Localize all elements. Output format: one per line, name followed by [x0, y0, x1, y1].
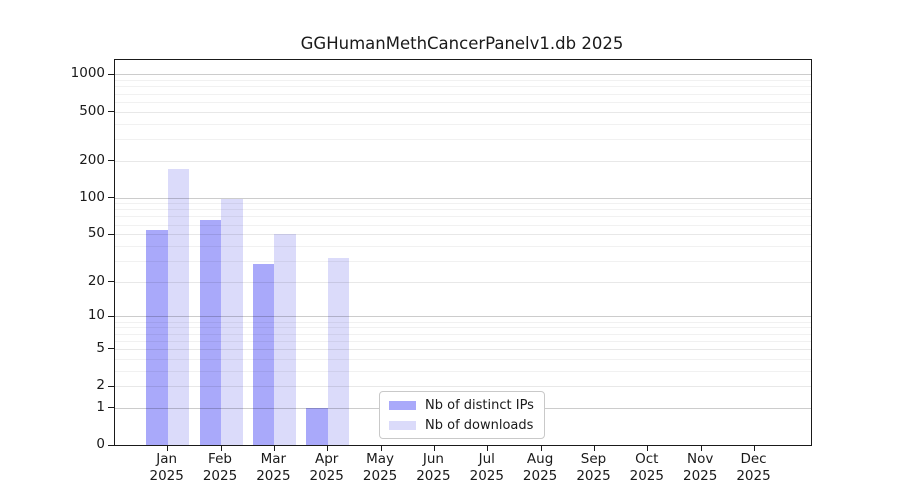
x-tick-may	[380, 446, 382, 451]
gridline-100	[115, 197, 811, 199]
y-tick-label-500: 500	[79, 102, 105, 119]
gridline-600	[115, 101, 811, 103]
bar-downloads-mar	[274, 234, 296, 445]
plot-area: Nb of distinct IPs Nb of downloads	[108, 59, 812, 451]
x-tick-label-mar: Mar 2025	[256, 451, 291, 484]
bar-distinct-ips-jan	[146, 230, 168, 445]
x-tick-mar	[273, 446, 275, 451]
y-tick-100	[108, 197, 114, 198]
x-tick-label-jun: Jun 2025	[416, 451, 451, 484]
y-tick-label-100: 100	[79, 188, 105, 205]
y-tick-1	[108, 407, 114, 409]
x-tick-label-oct: Oct 2025	[629, 451, 664, 484]
bar-downloads-feb	[221, 198, 243, 445]
legend-label-distinct-ips: Nb of distinct IPs	[425, 397, 534, 413]
x-tick-label-jan: Jan 2025	[149, 451, 184, 484]
gridline-800	[115, 86, 811, 88]
bar-distinct-ips-feb	[199, 219, 221, 445]
x-tick-dec	[754, 446, 755, 451]
y-tick-200	[108, 160, 114, 162]
legend-item-distinct-ips: Nb of distinct IPs	[389, 398, 534, 413]
x-tick-label-apr: Apr 2025	[309, 451, 344, 484]
y-tick-label-50: 50	[87, 225, 105, 242]
x-tick-label-jul: Jul 2025	[469, 451, 504, 484]
gridline-700	[115, 93, 811, 95]
gridline-1000	[115, 74, 811, 76]
legend-item-downloads: Nb of downloads	[389, 418, 534, 433]
y-tick-label-1000: 1000	[70, 65, 105, 82]
gridline-200	[115, 160, 811, 162]
x-tick-aug	[540, 446, 542, 451]
y-tick-50	[108, 233, 114, 235]
legend: Nb of distinct IPs Nb of downloads	[379, 391, 545, 439]
x-tick-nov	[700, 446, 702, 451]
legend-swatch-distinct-ips	[389, 400, 416, 410]
gridline-300	[115, 138, 811, 140]
gridline-900	[115, 80, 811, 82]
x-tick-label-may: May 2025	[362, 451, 398, 484]
y-tick-0	[108, 444, 114, 446]
x-tick-jan	[167, 446, 169, 451]
gridline-70	[115, 216, 811, 218]
legend-label-downloads: Nb of downloads	[425, 417, 534, 433]
x-tick-label-sep: Sep 2025	[576, 451, 611, 484]
gridline-90	[115, 203, 811, 205]
x-tick-label-aug: Aug 2025	[522, 451, 558, 484]
y-tick-label-0: 0	[96, 436, 105, 452]
y-tick-2	[108, 385, 114, 387]
y-tick-500	[108, 111, 114, 113]
y-tick-10	[108, 315, 114, 317]
bar-distinct-ips-apr	[306, 407, 328, 445]
gridline-400	[115, 123, 811, 125]
y-tick-label-200: 200	[79, 151, 105, 168]
y-tick-label-10: 10	[87, 307, 105, 324]
gridline-500	[115, 111, 811, 113]
y-tick-label-2: 2	[96, 377, 105, 394]
y-tick-label-20: 20	[87, 272, 105, 289]
x-tick-jun	[433, 446, 435, 451]
bar-downloads-jan	[167, 169, 190, 445]
y-tick-label-5: 5	[96, 339, 105, 356]
x-tick-oct	[647, 446, 649, 451]
y-tick-1000	[108, 73, 114, 75]
y-tick-5	[108, 348, 114, 350]
x-tick-label-dec: Dec 2025	[736, 451, 771, 484]
bar-distinct-ips-mar	[252, 264, 275, 445]
x-tick-apr	[327, 446, 329, 451]
x-tick-label-feb: Feb 2025	[202, 451, 238, 484]
legend-swatch-downloads	[389, 420, 416, 430]
x-tick-label-nov: Nov 2025	[683, 451, 718, 484]
x-tick-feb	[220, 446, 222, 451]
x-tick-sep	[594, 446, 595, 451]
bar-downloads-apr	[327, 257, 350, 445]
y-tick-label-1: 1	[96, 398, 105, 415]
y-tick-20	[108, 281, 114, 283]
chart-title: GGHumanMethCancerPanelv1.db 2025	[300, 34, 624, 53]
gridline-80	[115, 209, 811, 211]
x-tick-jul	[487, 446, 489, 451]
